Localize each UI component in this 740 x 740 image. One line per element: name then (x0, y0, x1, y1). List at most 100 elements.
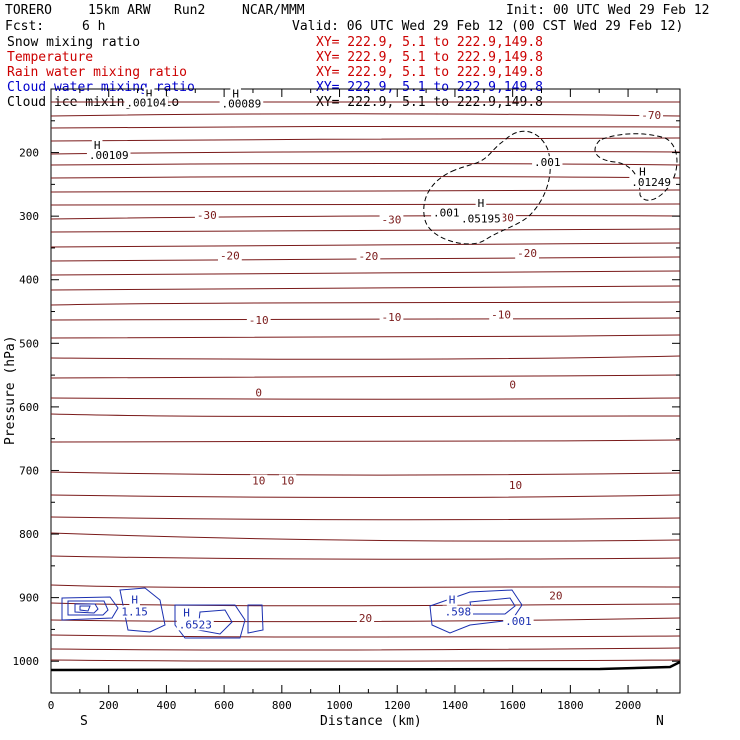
contour-label: .00109 (89, 149, 129, 162)
label-knockout (356, 611, 375, 624)
contour-label: 10 (252, 475, 265, 488)
y-tick-label: 700 (19, 464, 39, 477)
header-init: Init: 00 UTC Wed 29 Feb 12 (506, 3, 710, 18)
x-tick-label: 1400 (442, 699, 469, 712)
contour-label: H (232, 87, 239, 100)
south-label: S (80, 714, 88, 729)
contour-label: -10 (382, 311, 402, 324)
contour-label: .01249 (631, 176, 671, 189)
label-knockout (194, 208, 219, 221)
legend-name: Temperature (7, 50, 93, 65)
cloud-water-contour (174, 604, 246, 639)
cloud-water-contour (79, 605, 91, 612)
label-knockout (507, 378, 518, 391)
isotherm (50, 215, 681, 220)
contour-label: 1.15 (121, 606, 148, 619)
legend-xy: XY= 222.9, 5.1 to 222.9,149.8 (316, 35, 543, 50)
label-knockout (181, 606, 192, 619)
cloud-water-contour (119, 587, 166, 633)
x-tick-label: 600 (214, 699, 234, 712)
label-knockout (143, 87, 155, 100)
isotherm (50, 113, 681, 117)
isotherm (50, 242, 681, 248)
isotherm (50, 647, 681, 651)
x-tick-labels: 0 200 400 600 800 1000 1200 1400 1600 1800 2000 (48, 699, 642, 712)
y-axis-label: Pressure (hPa) (3, 335, 18, 445)
contour-label: H (94, 139, 101, 152)
snow-contours (423, 130, 678, 245)
cloud-water-contour (74, 603, 99, 614)
x-tick-label: 1800 (557, 699, 584, 712)
contour-label: 10 (281, 475, 294, 488)
isotherm (50, 317, 681, 321)
label-knockout (246, 313, 271, 326)
header-org: NCAR/MMM (242, 3, 305, 18)
contour-label: H (449, 594, 456, 607)
contour-label: -30 (382, 213, 402, 226)
axis-ticks (50, 89, 680, 693)
isotherm (50, 494, 681, 499)
y-tick-label: 300 (19, 210, 39, 223)
cloud-water-contour (61, 596, 119, 621)
contour-label: .001 (505, 615, 532, 628)
isotherm (50, 176, 681, 179)
legend-xy: XY= 222.9, 5.1 to 222.9,149.8 (316, 50, 543, 65)
header-model: TORERO (5, 3, 52, 18)
contour-label: -20 (517, 247, 537, 260)
label-knockout (176, 618, 214, 631)
label-knockout (91, 138, 103, 151)
isotherm (50, 150, 681, 155)
label-knockout (119, 605, 150, 618)
x-axis-label: Distance (km) (320, 714, 422, 729)
contour-label: .00104 (126, 96, 166, 109)
label-knockout (431, 206, 462, 219)
contour-label: .05195 (461, 213, 501, 226)
cloud-water-contour (247, 604, 264, 634)
label-knockout (515, 247, 539, 260)
legend-xy: XY= 222.9, 5.1 to 222.9,149.8 (316, 65, 543, 80)
isotherm (50, 203, 681, 206)
isotherm (50, 285, 681, 291)
contour-label: .6523 (179, 618, 212, 631)
isotherm (50, 584, 681, 589)
contour-label: H (478, 197, 485, 210)
contour-label: .001 (534, 156, 561, 169)
x-tick-label: 0 (48, 699, 55, 712)
y-tick-label: 200 (19, 147, 39, 160)
y-tick-labels: 200 300 400 500 600 700 800 900 1000 (13, 147, 40, 669)
snow-contour (594, 133, 678, 201)
y-tick-label: 1000 (13, 655, 40, 668)
cloud-water-contour (469, 597, 516, 615)
y-tick-label: 800 (19, 528, 39, 541)
y-tick-label: 400 (19, 274, 39, 287)
isotherm (50, 413, 681, 417)
y-tick-label: 600 (19, 401, 39, 414)
isotherm (50, 125, 681, 129)
x-tick-label: 1000 (326, 699, 353, 712)
label-knockout (86, 149, 131, 162)
x-tick-label: 1600 (499, 699, 526, 712)
contour-label: 10 (509, 479, 522, 492)
isotherm (50, 471, 681, 476)
label-knockout (356, 250, 381, 263)
header-run: Run2 (174, 3, 205, 18)
contour-label: -10 (491, 309, 511, 322)
isotherm (50, 555, 681, 560)
isotherm (50, 617, 681, 623)
contour-label: H (183, 606, 190, 619)
label-knockout (475, 196, 487, 209)
isotherm (50, 516, 681, 521)
label-knockout (459, 212, 503, 225)
isotherm (50, 270, 681, 276)
isotherm (50, 374, 681, 379)
contour-label: .001 (433, 206, 460, 219)
header-valid: Valid: 06 UTC Wed 29 Feb 12 (00 CST Wed … (292, 19, 683, 34)
header-fcst-label: Fcst: (5, 19, 44, 34)
label-knockout (253, 386, 265, 399)
label-knockout (506, 479, 525, 492)
label-knockout (217, 249, 242, 262)
x-tick-label: 1200 (384, 699, 411, 712)
legend-name: Snow mixing ratio (7, 35, 140, 50)
label-knockout (442, 605, 474, 618)
